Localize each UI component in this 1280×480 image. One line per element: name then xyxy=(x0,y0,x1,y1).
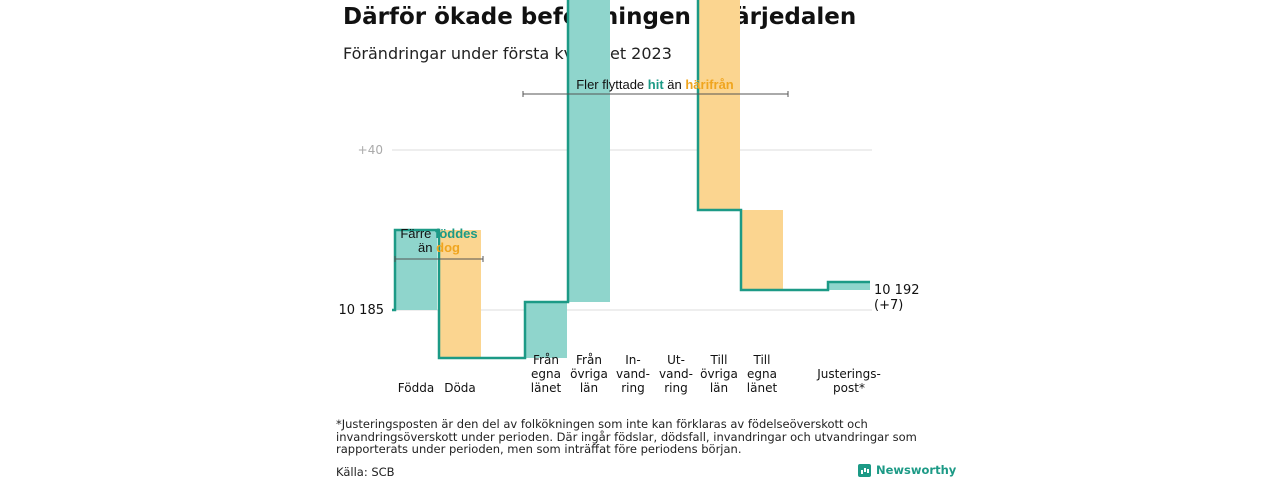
category-label: egna xyxy=(747,367,777,381)
category-label: Till xyxy=(710,353,728,367)
y-tick-label: +40 xyxy=(358,143,383,157)
annotation-text-part: Färre xyxy=(400,226,435,241)
category-label: Från xyxy=(576,353,602,367)
brand-logo: Newsworthy xyxy=(858,462,956,478)
waterfall-bar xyxy=(828,282,870,290)
category-label: länet xyxy=(531,381,562,395)
annotation-migration: Fler flyttade hit än härifrån xyxy=(576,77,734,92)
cumulative-line xyxy=(392,0,870,360)
category-label: Döda xyxy=(444,381,476,395)
category-label: vand- xyxy=(616,367,650,381)
category-label: egna xyxy=(531,367,561,381)
category-label: övriga xyxy=(570,367,608,381)
category-label: län xyxy=(710,381,728,395)
brand-name: Newsworthy xyxy=(876,463,957,477)
bar-chart-icon xyxy=(858,463,871,477)
waterfall-bar xyxy=(568,0,610,302)
footnote: *Justeringsposten är den del av folkökni… xyxy=(336,417,917,456)
category-label: övriga xyxy=(700,367,738,381)
waterfall-bar xyxy=(525,302,567,358)
annotation-text-part: än xyxy=(664,77,686,92)
annotation-text-part: föddes xyxy=(435,226,478,241)
source-label: Källa: SCB xyxy=(336,465,395,479)
waterfall-bar xyxy=(439,230,481,358)
annotation-text-part: än xyxy=(418,240,436,255)
category-label: post* xyxy=(833,381,865,395)
category-label: ring xyxy=(664,381,688,395)
category-label: Från xyxy=(533,353,559,367)
category-label: Födda xyxy=(398,381,434,395)
start-value-label: 10 185 xyxy=(339,303,385,318)
bars-layer xyxy=(395,0,870,358)
category-label: länet xyxy=(747,381,778,395)
annotation-births: Färre föddes xyxy=(400,226,477,241)
line-layer xyxy=(392,0,870,360)
annotation-deaths: än dog xyxy=(418,240,460,255)
waterfall-bar xyxy=(698,0,740,210)
end-value-label: 10 192 xyxy=(874,283,920,298)
annotation-text-part: härifrån xyxy=(685,77,733,92)
waterfall-bar xyxy=(395,230,437,310)
category-label: ring xyxy=(621,381,645,395)
category-label: Till xyxy=(753,353,771,367)
category-label: In- xyxy=(625,353,640,367)
annotation-text-part: dog xyxy=(436,240,460,255)
category-label: Justerings- xyxy=(816,367,881,381)
annotation-text-part: Fler flyttade xyxy=(576,77,648,92)
waterfall-bar xyxy=(741,210,783,290)
end-change-label: (+7) xyxy=(874,298,903,313)
annotation-text-part: hit xyxy=(648,77,665,92)
category-label: Ut- xyxy=(667,353,685,367)
category-label: län xyxy=(580,381,598,395)
category-label: vand- xyxy=(659,367,693,381)
